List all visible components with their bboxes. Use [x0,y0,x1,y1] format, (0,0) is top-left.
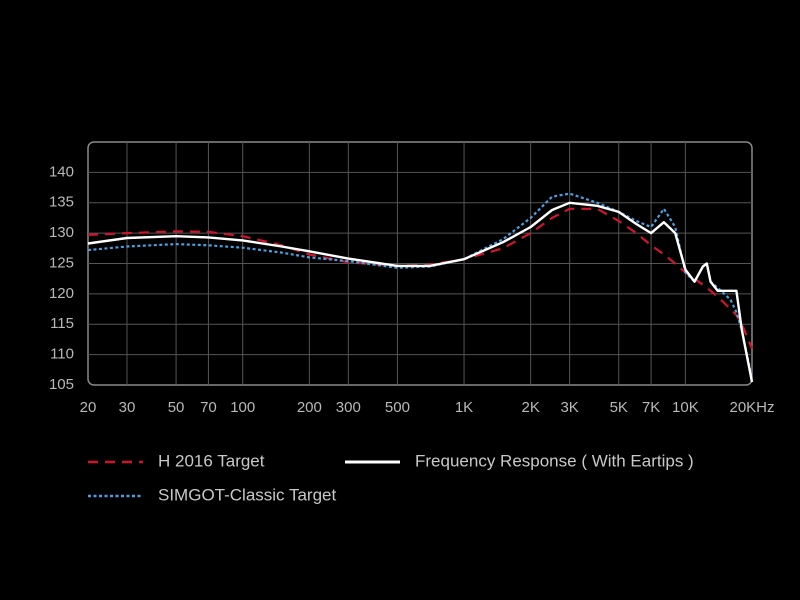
x-tick-label: 20KHz [729,399,774,416]
y-tick-label: 105 [49,376,74,393]
x-tick-label: 5K [610,399,628,416]
legend-label: SIMGOT-Classic Target [158,485,337,504]
x-tick-label: 2K [521,399,539,416]
x-tick-label: 30 [119,399,136,416]
y-tick-label: 110 [50,346,74,363]
x-tick-label: 70 [200,399,217,416]
x-tick-label: 300 [336,399,361,416]
x-tick-label: 7K [642,399,660,416]
x-tick-label: 1K [455,399,473,416]
x-tick-label: 100 [230,399,255,416]
legend-label: H 2016 Target [158,451,265,470]
y-tick-label: 115 [50,315,74,332]
x-tick-label: 3K [560,399,578,416]
y-tick-label: 135 [49,194,74,211]
y-tick-label: 130 [49,224,74,241]
y-tick-label: 140 [49,163,74,180]
y-tick-label: 120 [49,285,74,302]
x-tick-label: 500 [385,399,410,416]
x-tick-label: 10K [672,399,699,416]
x-tick-label: 200 [297,399,322,416]
x-tick-label: 50 [168,399,185,416]
series-line [87,192,754,380]
series-line [87,207,754,350]
series-line [87,201,754,383]
x-tick-label: 20 [80,399,97,416]
legend-label: Frequency Response ( With Eartips ) [415,451,694,470]
y-tick-label: 125 [49,254,74,271]
